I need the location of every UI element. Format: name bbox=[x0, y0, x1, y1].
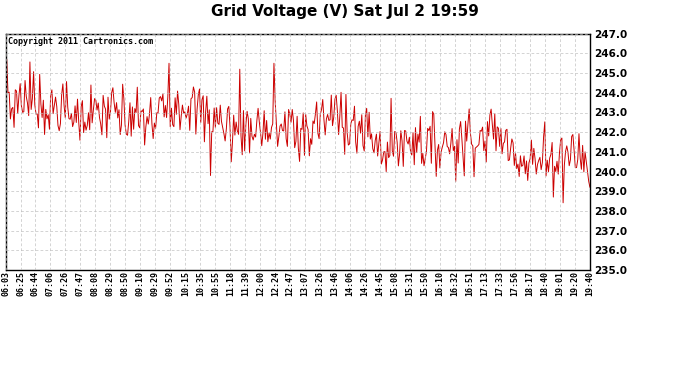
Text: Grid Voltage (V) Sat Jul 2 19:59: Grid Voltage (V) Sat Jul 2 19:59 bbox=[211, 4, 479, 19]
Text: Copyright 2011 Cartronics.com: Copyright 2011 Cartronics.com bbox=[8, 37, 153, 46]
